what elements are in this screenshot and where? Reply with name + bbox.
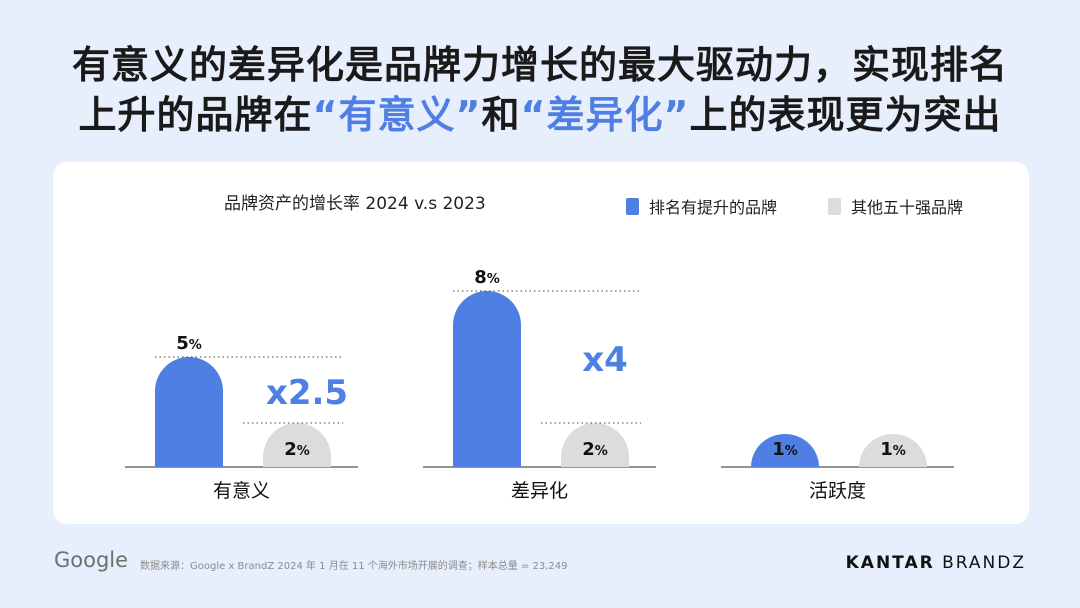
bar (155, 357, 223, 467)
title-line-2-suffix: 上的表现更为突出 (689, 93, 1002, 137)
kantar-brandz-logo: KANTAR BRANDZ (846, 553, 1026, 573)
multiplier-label: x4 (582, 340, 628, 380)
data-label: 1% (880, 439, 906, 460)
data-label: 2% (284, 439, 310, 460)
legend-item-others: 其他五十强品牌 (828, 194, 963, 218)
source-note: 数据来源：Google x BrandZ 2024 年 1 月在 11 个海外市… (140, 561, 568, 572)
title-line-2: 上升的品牌在“有意义”和“差异化”上的表现更为突出 (0, 90, 1080, 140)
legend-swatch-others (828, 197, 841, 215)
category-label: 差异化 (511, 480, 568, 502)
legend-swatch-ranked-up (626, 197, 639, 215)
title-highlight-meaningful: “有意义” (312, 93, 482, 137)
data-label: 1% (772, 439, 798, 460)
legend-label-ranked-up: 排名有提升的品牌 (649, 198, 778, 217)
multiplier-label: x2.5 (266, 373, 348, 413)
title-line-2-mid: 和 (481, 93, 521, 137)
data-label: 2% (582, 439, 608, 460)
data-label: 8% (474, 267, 500, 288)
title-highlight-different: “差异化” (520, 93, 690, 137)
google-logo: Google (54, 548, 129, 572)
kantar-logo-bold: KANTAR (845, 553, 935, 573)
title-line-2-prefix: 上升的品牌在 (78, 93, 313, 137)
bar (561, 423, 629, 467)
data-label: 5% (176, 333, 202, 354)
title-line-1: 有意义的差异化是品牌力增长的最大驱动力，实现排名 (71, 43, 1008, 87)
bar (453, 291, 521, 467)
chart-title: 品牌资产的增长率 2024 v.s 2023 (224, 194, 486, 214)
brandz-logo-text: BRANDZ (942, 553, 1026, 573)
legend-item-ranked-up: 排名有提升的品牌 (626, 194, 777, 218)
category-label: 活跃度 (809, 480, 866, 502)
category-label: 有意义 (213, 480, 270, 502)
bar (751, 434, 819, 467)
page-title: 有意义的差异化是品牌力增长的最大驱动力，实现排名 上升的品牌在“有意义”和“差异… (0, 40, 1080, 140)
bar (263, 423, 331, 467)
legend-label-others: 其他五十强品牌 (851, 198, 964, 217)
bar (859, 434, 927, 467)
